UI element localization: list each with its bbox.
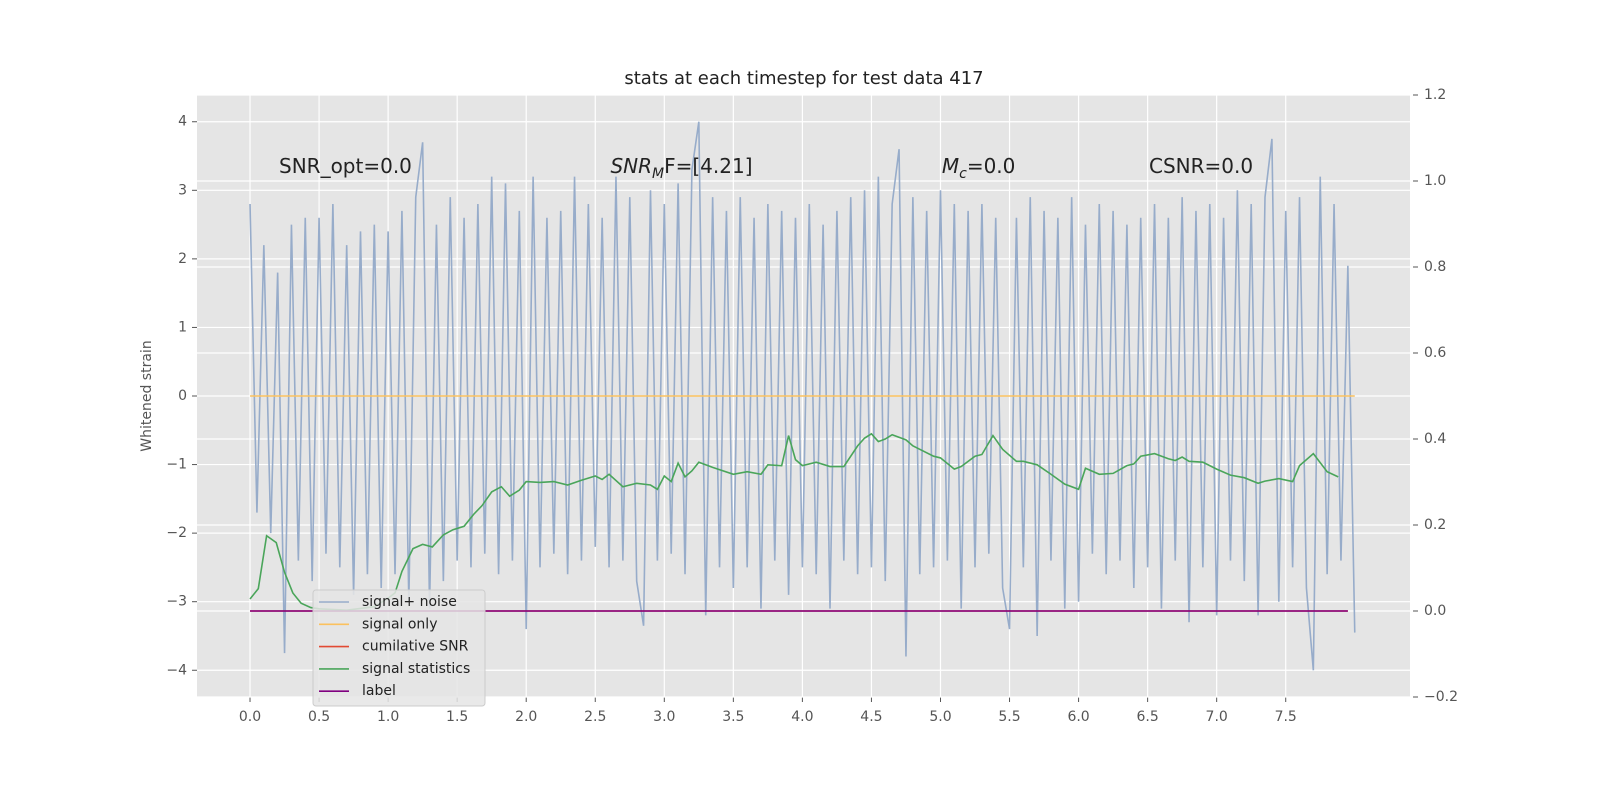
- x-tick-label: 0.5: [308, 709, 330, 725]
- x-tick-label: 5.0: [929, 709, 951, 725]
- legend-label: cumilative SNR: [362, 639, 469, 655]
- legend-label: signal only: [362, 616, 437, 632]
- y-tick-label: −2: [166, 525, 187, 541]
- x-tick-label: 3.0: [653, 709, 675, 725]
- y2-tick-label: 0.4: [1424, 431, 1446, 447]
- y2-tick-label: 0.8: [1424, 259, 1446, 275]
- x-tick-label: 1.5: [446, 709, 468, 725]
- x-tick-label: 3.5: [722, 709, 744, 725]
- annotation: Mc=0.0: [942, 154, 1016, 182]
- annotation: SNR_opt=0.0: [279, 154, 412, 178]
- y-tick-label: 3: [178, 182, 187, 198]
- x-tick-label: 6.0: [1067, 709, 1089, 725]
- y-tick-label: −3: [166, 594, 187, 610]
- y2-tick-label: 0.6: [1424, 345, 1446, 361]
- y-axis-label: Whitened strain: [139, 340, 155, 451]
- x-tick-label: 4.0: [791, 709, 813, 725]
- y2-tick-label: 1.0: [1424, 173, 1446, 189]
- y2-tick-label: −0.2: [1424, 689, 1458, 705]
- x-tick-label: 7.0: [1206, 709, 1228, 725]
- series-line: [249, 432, 1339, 611]
- legend-box: [312, 589, 486, 707]
- x-tick-label: 2.5: [584, 709, 606, 725]
- y-tick-label: 2: [178, 251, 187, 267]
- y-tick-label: 0: [178, 388, 187, 404]
- annotation-base: M: [942, 154, 959, 178]
- y-tick-label: 1: [178, 319, 187, 335]
- chart-title: stats at each timestep for test data 417: [624, 68, 983, 89]
- y2-tick-label: 0.2: [1424, 517, 1446, 533]
- annotation-rest: F=[4.21]: [664, 154, 752, 178]
- y-tick-label: 4: [178, 114, 187, 130]
- legend-label: signal statistics: [362, 661, 470, 677]
- y2-tick-label: 0.0: [1424, 603, 1446, 619]
- y-tick-label: −4: [166, 662, 187, 678]
- legend-label: signal+ noise: [362, 594, 457, 610]
- x-tick-label: 0.0: [239, 709, 261, 725]
- annotation-base: SNR: [610, 154, 652, 178]
- series-line: [249, 121, 1356, 671]
- y-tick-label: −1: [166, 457, 187, 473]
- x-tick-label: 6.5: [1136, 709, 1158, 725]
- legend-label: label: [362, 683, 396, 699]
- x-tick-label: 4.5: [860, 709, 882, 725]
- annotation-sub: c: [959, 166, 967, 182]
- y2-tick-label: 1.2: [1424, 87, 1446, 103]
- x-tick-label: 2.0: [515, 709, 537, 725]
- annotation-sub: M: [652, 166, 664, 182]
- annotation-rest: =0.0: [967, 154, 1016, 178]
- x-tick-label: 5.5: [998, 709, 1020, 725]
- x-tick-label: 1.0: [377, 709, 399, 725]
- annotation: CSNR=0.0: [1149, 154, 1253, 178]
- annotation: SNRMF=[4.21]: [610, 154, 752, 182]
- x-tick-label: 7.5: [1275, 709, 1297, 725]
